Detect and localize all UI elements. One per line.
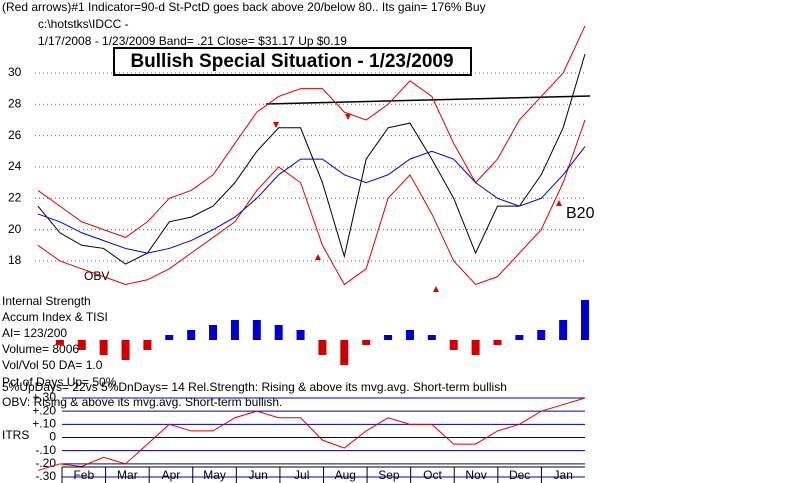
chart-title: Bullish Special Situation - 1/23/2009 xyxy=(130,51,453,72)
obv-label: OBV xyxy=(84,269,109,283)
accum-bar xyxy=(493,340,502,345)
itrs-tick-label: +.30 xyxy=(32,390,56,404)
series-line xyxy=(37,54,586,265)
accum-bar xyxy=(559,320,568,340)
y-tick-label: 28 xyxy=(8,96,22,110)
x-tick-label: Jul xyxy=(294,468,309,482)
series-line xyxy=(37,146,586,254)
accum-bar xyxy=(252,320,261,340)
y-tick-label: 26 xyxy=(8,128,22,142)
accum-bar xyxy=(230,320,239,340)
y-tick-label: 20 xyxy=(8,222,22,236)
panel-label: 5%UpDays= 22vs 5%DnDays= 14 Rel.Strength… xyxy=(2,380,507,394)
x-tick-label: Oct xyxy=(423,468,442,482)
x-tick-label: May xyxy=(203,468,226,482)
y-tick-label: 30 xyxy=(8,65,22,79)
y-tick-label: 22 xyxy=(8,190,22,204)
itrs-tick-label: +.10 xyxy=(32,417,56,431)
arrow xyxy=(433,286,439,300)
accum-bar xyxy=(165,335,174,340)
panel-label: Internal Strength xyxy=(2,294,91,308)
accum-bar xyxy=(537,330,546,340)
accum-bar xyxy=(471,340,480,355)
arrow xyxy=(556,200,562,214)
y-tick-label: 18 xyxy=(8,253,22,267)
panel-label: Pct.of Days Up= 50% xyxy=(2,375,117,389)
x-tick-label: Mar xyxy=(117,468,138,482)
resistance-line xyxy=(265,95,591,105)
b20-label: B20 xyxy=(566,205,595,222)
itrs-tick-label: 0 xyxy=(49,430,56,444)
series-line xyxy=(37,119,586,286)
y-tick-label: 24 xyxy=(8,159,22,173)
header-line: 1/17/2008 - 1/23/2009 Band= .21 Close= $… xyxy=(38,34,347,48)
header-line: c:\hotstks\IDCC - xyxy=(38,17,129,31)
accum-bar xyxy=(427,335,436,340)
x-tick-label: Sep xyxy=(378,468,400,482)
accum-bar xyxy=(209,325,218,340)
itrs-tick-label: +.20 xyxy=(32,403,56,417)
panel-label: OBV: Rising & above its mvg.avg. Short-t… xyxy=(2,395,282,409)
accum-bar xyxy=(296,330,305,340)
arrow xyxy=(345,106,351,120)
accum-bar xyxy=(340,340,349,365)
panel-label: Accum Index & TISI xyxy=(2,310,108,324)
accum-bar xyxy=(143,340,152,350)
panel-label: ITRS xyxy=(2,428,29,442)
header-line: (Red arrows)#1 Indicator=90-d St-PctD go… xyxy=(2,0,486,14)
accum-bar xyxy=(55,340,64,345)
x-tick-label: Jan xyxy=(554,468,573,482)
x-tick-label: Feb xyxy=(73,468,94,482)
panel-label: AI= 123/200 xyxy=(2,326,67,340)
accum-bar xyxy=(274,325,283,340)
x-tick-label: Jun xyxy=(248,468,267,482)
title-box xyxy=(113,47,472,76)
arrow xyxy=(315,254,321,268)
accum-bar xyxy=(362,340,371,345)
accum-bar xyxy=(405,330,414,340)
accum-bar xyxy=(581,300,589,340)
itrs-line xyxy=(37,397,586,471)
accum-bar xyxy=(121,340,130,360)
series-line xyxy=(37,25,586,239)
itrs-tick-label: -.30 xyxy=(35,469,56,483)
panel-label: Vol/Vol 50 DA= 1.0 xyxy=(2,358,103,372)
accum-bar xyxy=(99,340,108,355)
accum-bar xyxy=(515,335,524,340)
x-tick-label: Nov xyxy=(465,468,486,482)
itrs-tick-label: -.10 xyxy=(35,443,56,457)
x-tick-label: Dec xyxy=(509,468,530,482)
accum-bar xyxy=(384,335,393,340)
arrow xyxy=(273,114,279,128)
accum-bar xyxy=(318,340,327,355)
signal-arrows xyxy=(273,106,562,300)
x-tick-label: Aug xyxy=(335,468,356,482)
x-tick-label: Apr xyxy=(162,468,181,482)
accum-bar xyxy=(449,340,458,350)
accum-bar xyxy=(77,340,86,350)
panel-label: Volume= 8006 xyxy=(2,342,79,356)
accum-bar xyxy=(187,330,196,340)
